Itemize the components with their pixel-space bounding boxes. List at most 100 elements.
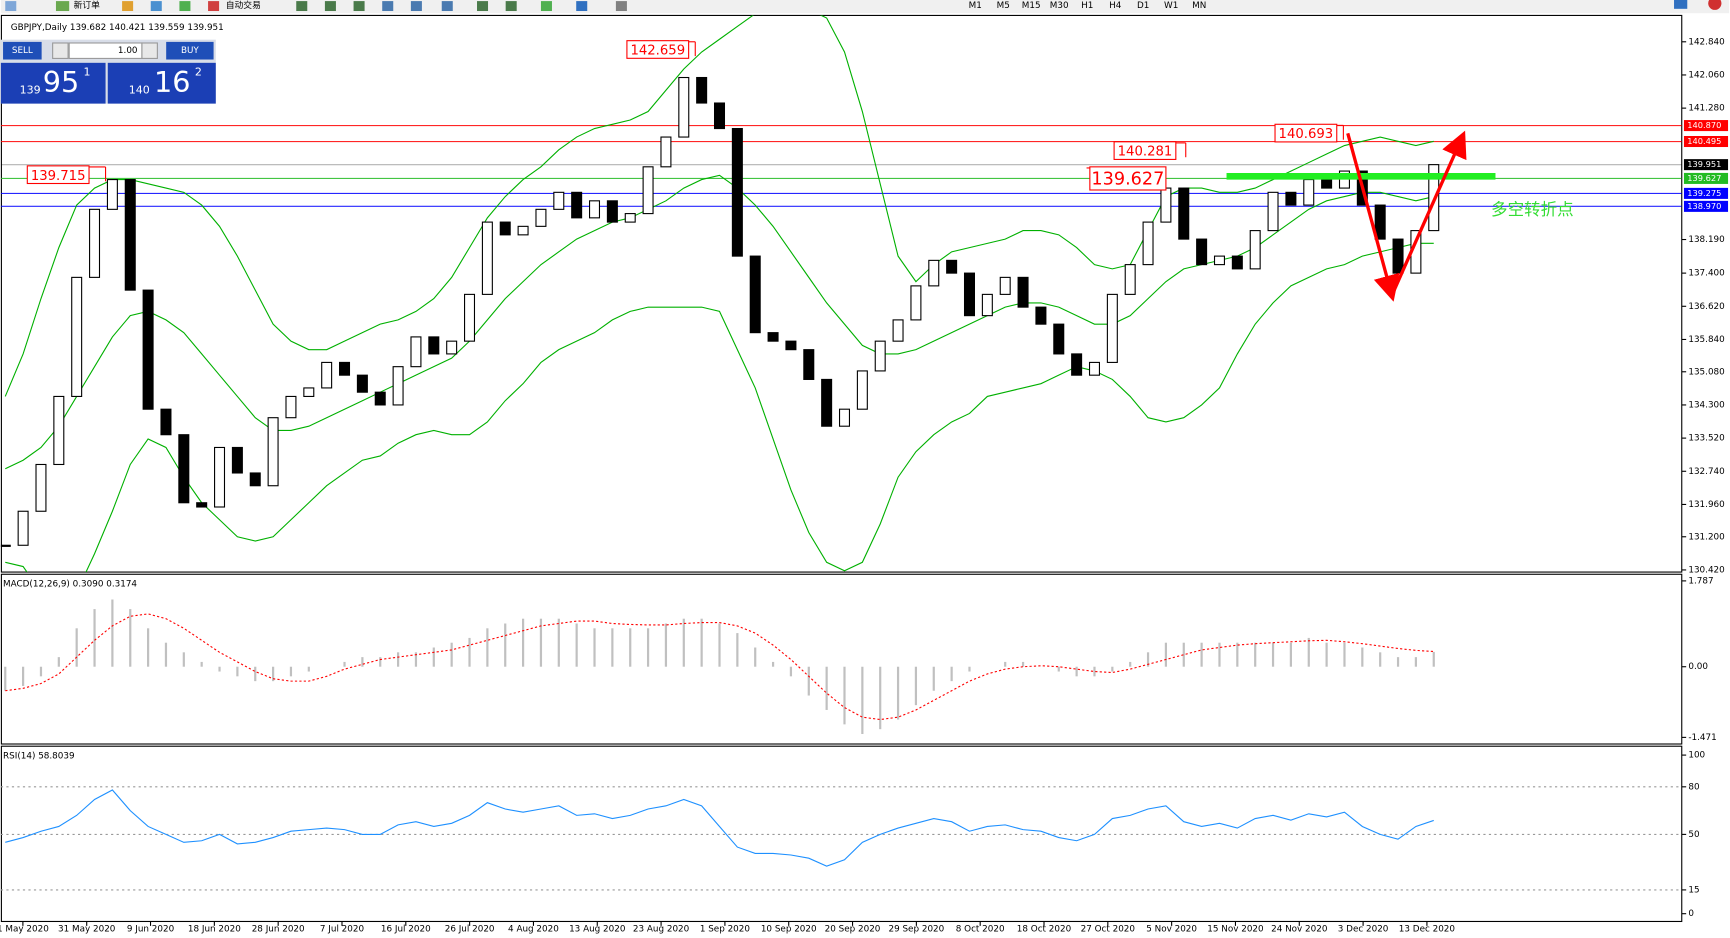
- tool-icon[interactable]: [441, 1, 453, 12]
- lot-value[interactable]: 1.00: [118, 46, 138, 56]
- ask-point: 2: [195, 66, 202, 79]
- candle: [428, 336, 440, 355]
- level-tag: [1683, 200, 1729, 212]
- tool-icon[interactable]: [208, 1, 220, 12]
- annotation-label: 140.693: [1279, 127, 1334, 142]
- time-label: 20 Sep 2020: [825, 925, 881, 935]
- overlays: 多空转折点: [1226, 130, 1574, 302]
- candle: [1160, 187, 1172, 223]
- candle: [642, 166, 654, 215]
- annotation-label: 139.627: [1091, 170, 1164, 190]
- time-label: 13 Aug 2020: [569, 925, 626, 935]
- candle: [910, 285, 922, 321]
- candle: [874, 340, 886, 372]
- candle: [1374, 204, 1386, 240]
- y-tick-label: 50: [1688, 830, 1700, 840]
- tool-icon[interactable]: [5, 1, 17, 12]
- sell-label[interactable]: SELL: [12, 46, 33, 56]
- tool-icon[interactable]: [576, 1, 588, 12]
- candle: [678, 76, 690, 138]
- time-label: 13 Dec 2020: [1399, 925, 1456, 935]
- chart-title: GBPJPY,Daily 139.682 140.421 139.559 139…: [11, 23, 224, 33]
- auto-trade-button[interactable]: 自动交易: [226, 0, 261, 11]
- tool-icon[interactable]: [540, 1, 552, 12]
- timeframe-button[interactable]: M5: [997, 1, 1010, 11]
- y-tick-label: 0.00: [1688, 662, 1708, 672]
- candle: [178, 434, 190, 504]
- level-tag: [1683, 159, 1729, 171]
- candle: [196, 502, 208, 508]
- time-label: 26 Jul 2020: [445, 925, 495, 935]
- candle: [1392, 238, 1404, 274]
- candle: [374, 391, 386, 406]
- candle: [356, 374, 368, 393]
- candle: [1053, 323, 1065, 355]
- lot-down[interactable]: [52, 42, 69, 59]
- candle: [713, 102, 726, 130]
- candle: [1071, 353, 1083, 376]
- timeframe-button[interactable]: H4: [1109, 1, 1122, 11]
- tool-icon[interactable]: [410, 1, 422, 12]
- timeframe-button[interactable]: H1: [1081, 1, 1093, 11]
- time-label: 15 Nov 2020: [1207, 925, 1264, 935]
- candle: [106, 179, 118, 210]
- time-label: 31 May 2020: [58, 925, 116, 935]
- candle: [892, 319, 904, 342]
- y-tick-label: 135.080: [1688, 367, 1725, 377]
- candle: [0, 544, 11, 547]
- buy-button[interactable]: [166, 41, 214, 60]
- candle: [981, 293, 993, 317]
- tool-icon[interactable]: [505, 1, 517, 12]
- tool-icon[interactable]: [1674, 0, 1688, 9]
- axes: 142.840 142.060 141.280 138.190 137.400 136.6…: [0, 37, 1729, 935]
- annotation-label: 140.281: [1118, 145, 1173, 160]
- time-label: 27 Oct 2020: [1081, 925, 1136, 935]
- candle: [1285, 191, 1297, 206]
- candle: [1142, 221, 1154, 266]
- timeframe-button[interactable]: MN: [1192, 1, 1206, 11]
- candle: [53, 395, 65, 466]
- lot-up[interactable]: [141, 42, 158, 59]
- candle: [339, 361, 351, 376]
- sell-button[interactable]: [3, 41, 42, 60]
- tool-icon[interactable]: [382, 1, 394, 12]
- tool-icon[interactable]: [55, 1, 70, 12]
- candle: [267, 417, 279, 487]
- candle: [999, 276, 1011, 295]
- candle: [1231, 255, 1243, 270]
- ask-box[interactable]: [107, 62, 216, 104]
- tool-icon[interactable]: [324, 1, 336, 12]
- bid-box[interactable]: [0, 62, 106, 104]
- alert-icon[interactable]: [1708, 0, 1722, 10]
- timeframe-button[interactable]: M1: [969, 1, 982, 11]
- tool-icon[interactable]: [122, 1, 134, 12]
- buy-label[interactable]: BUY: [181, 46, 199, 56]
- new-order-button[interactable]: 新订单: [74, 0, 101, 11]
- timeframe-button[interactable]: M15: [1022, 1, 1041, 11]
- macd-pane-border: [0, 573, 1683, 745]
- tool-icon[interactable]: [179, 1, 191, 12]
- timeframe-button[interactable]: D1: [1137, 1, 1149, 11]
- candle: [553, 191, 565, 210]
- timeframes: M1 M5 M15 M30 H1 H4 D1 W1 MN: [969, 1, 1207, 11]
- timeframe-button[interactable]: W1: [1164, 1, 1178, 11]
- timeframe-button[interactable]: M30: [1050, 1, 1069, 11]
- tool-icon[interactable]: [477, 1, 489, 12]
- tool-icon[interactable]: [296, 1, 308, 12]
- y-tick-label: 80: [1688, 782, 1700, 792]
- candle: [214, 446, 226, 508]
- annotation-box: [1113, 141, 1177, 160]
- candle: [606, 200, 618, 223]
- tool-icon[interactable]: [353, 1, 365, 12]
- time-label: 24 Nov 2020: [1271, 925, 1328, 935]
- ask-big: 140: [129, 83, 150, 96]
- candle: [821, 378, 833, 427]
- candle: [481, 221, 493, 295]
- y-tick-label: 133.520: [1688, 434, 1725, 444]
- tool-icon[interactable]: [150, 1, 162, 12]
- y-tick-label: -1.471: [1688, 733, 1716, 743]
- tool-icon[interactable]: [615, 1, 627, 12]
